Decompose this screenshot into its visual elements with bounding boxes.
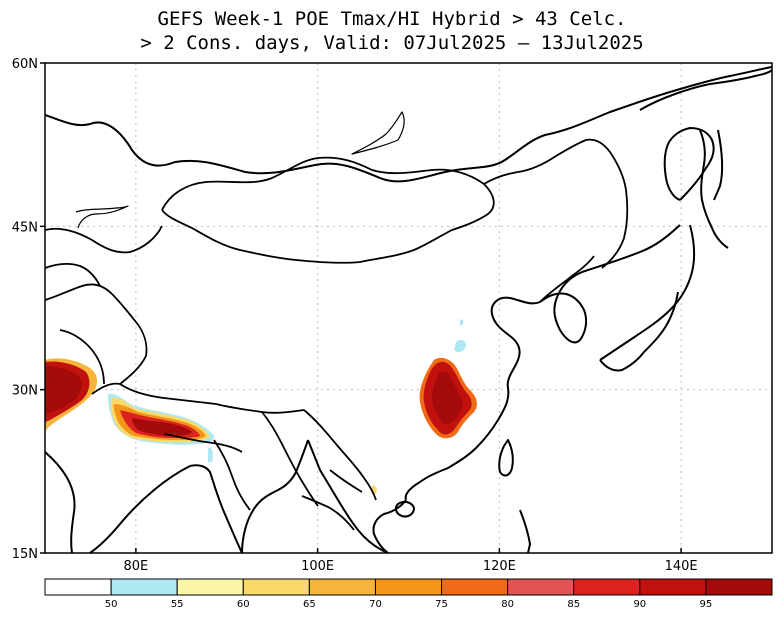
lon-label: 140E bbox=[665, 559, 698, 574]
colorbar-swatch bbox=[441, 578, 509, 596]
lat-label: 45N bbox=[12, 220, 38, 235]
colorbar-swatch bbox=[507, 578, 575, 596]
colorbar-label: 80 bbox=[501, 599, 514, 610]
lat-label: 60N bbox=[12, 57, 38, 72]
lon-label: 80E bbox=[123, 559, 148, 574]
colorbar-label: 55 bbox=[171, 599, 184, 610]
colorbar-label: 70 bbox=[369, 599, 382, 610]
colorbar-label: 75 bbox=[435, 599, 448, 610]
poe-region-northwest-india bbox=[45, 358, 98, 432]
colorbar-swatch bbox=[639, 578, 707, 596]
lat-label: 15N bbox=[12, 547, 38, 562]
longitude-axis: 80E 100E 120E 140E bbox=[123, 548, 698, 574]
colorbar-label: 90 bbox=[633, 599, 646, 610]
colorbar-swatch bbox=[110, 578, 178, 596]
latitude-axis: 60N 45N 30N 15N bbox=[12, 57, 45, 562]
colorbar-swatch bbox=[308, 578, 376, 596]
map-frame bbox=[44, 62, 773, 554]
graticule bbox=[45, 63, 772, 553]
colorbar-label: 60 bbox=[237, 599, 250, 610]
lon-label: 120E bbox=[483, 559, 516, 574]
colorbar-swatch bbox=[44, 578, 112, 596]
country-borders bbox=[45, 138, 629, 531]
colorbar-label: 50 bbox=[105, 599, 118, 610]
colorbar-label: 65 bbox=[303, 599, 316, 610]
colorbar-swatch bbox=[705, 578, 773, 596]
poe-region-gangetic-plain bbox=[107, 393, 214, 445]
colorbar-swatch bbox=[242, 578, 310, 596]
poe-region-east-china bbox=[208, 319, 477, 494]
colorbar-swatch bbox=[573, 578, 641, 596]
colorbar-label: 95 bbox=[700, 599, 713, 610]
colorbar-swatch bbox=[176, 578, 244, 596]
colorbar: 50 55 60 65 70 75 80 85 90 95 bbox=[44, 578, 773, 610]
lat-label: 30N bbox=[12, 384, 38, 399]
colorbar-swatch bbox=[374, 578, 443, 596]
coastlines bbox=[45, 66, 772, 553]
map-title-line1: GEFS Week-1 POE Tmax/HI Hybrid > 43 Celc… bbox=[157, 8, 627, 30]
colorbar-label: 85 bbox=[567, 599, 580, 610]
map-title-line2: > 2 Cons. days, Valid: 07Jul2025 – 13Jul… bbox=[140, 32, 644, 54]
lon-label: 100E bbox=[301, 559, 334, 574]
